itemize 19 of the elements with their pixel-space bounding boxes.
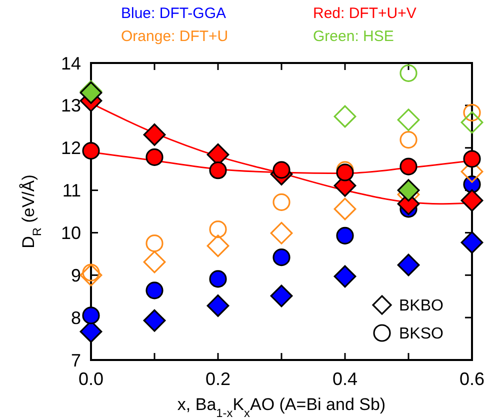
y-tick-label: 7 xyxy=(70,350,81,370)
annotation: BKSO xyxy=(399,326,444,343)
text: Red: DFT+U+V xyxy=(313,5,416,22)
y-tick-label: 8 xyxy=(70,308,81,328)
x-tick-label: 0.2 xyxy=(205,369,231,389)
x-tick-label: 0.0 xyxy=(78,369,104,389)
text: Orange: DFT+U xyxy=(121,28,228,45)
annotation: BKBO xyxy=(399,298,444,315)
text: Green: HSE xyxy=(313,28,394,45)
y-tick-label: 11 xyxy=(62,180,81,201)
x-tick-label: 0.6 xyxy=(459,369,485,389)
y-tick-label: 12 xyxy=(60,138,81,158)
y-tick-label: 10 xyxy=(60,223,81,244)
y-tick-label: 9 xyxy=(70,265,81,286)
y-tick-label: 14 xyxy=(60,53,81,74)
x-axis-title: x, Ba$_{1-x}$K$_{x}$AO (A=Bi and Sb) xyxy=(177,395,386,420)
x-tick-label: 0.4 xyxy=(332,369,358,389)
text: Blue: DFT-GGA xyxy=(121,5,226,22)
y-tick-label: 13 xyxy=(60,96,81,116)
